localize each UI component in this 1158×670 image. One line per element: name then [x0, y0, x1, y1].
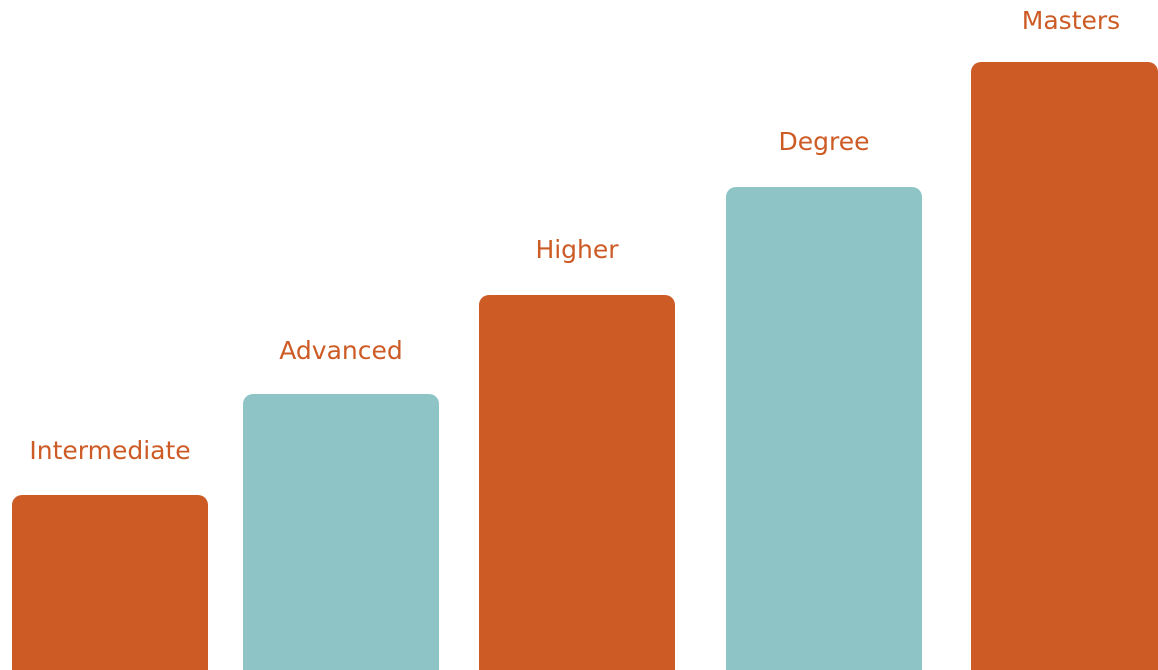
step-label-masters: Masters — [1021, 6, 1121, 35]
step-label-advanced: Advanced — [279, 336, 403, 365]
step-label-degree: Degree — [778, 127, 870, 156]
step-bar-degree — [726, 187, 922, 670]
step-label-higher: Higher — [535, 235, 619, 264]
step-label-intermediate: Intermediate — [29, 436, 191, 465]
step-bar-intermediate — [12, 495, 208, 670]
step-bar-advanced — [243, 394, 439, 670]
step-bar-higher — [479, 295, 675, 670]
step-bar-masters — [971, 62, 1158, 670]
